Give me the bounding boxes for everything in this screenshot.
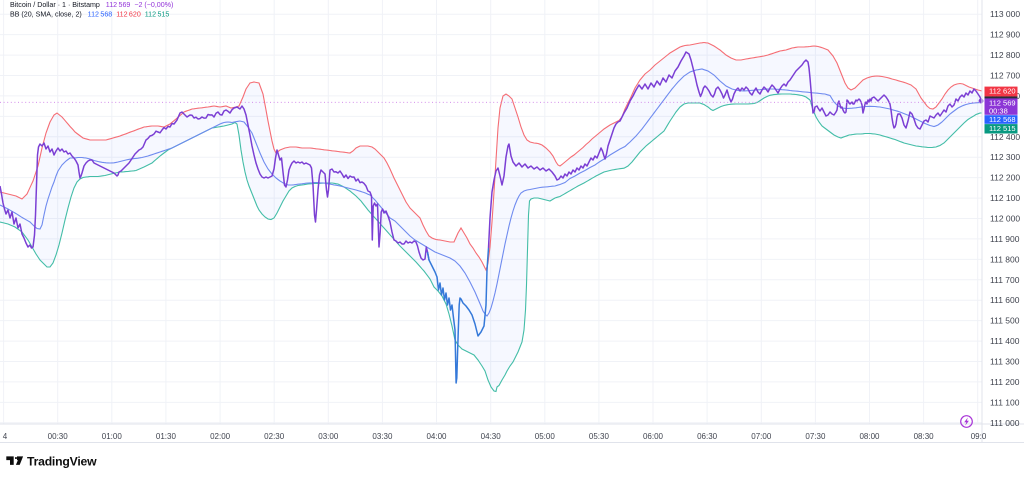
- svg-text:06:30: 06:30: [697, 432, 718, 441]
- svg-text:111 200: 111 200: [990, 377, 1020, 387]
- svg-text:03:30: 03:30: [372, 432, 393, 441]
- svg-text:02:00: 02:00: [210, 432, 231, 441]
- svg-text:111 700: 111 700: [990, 275, 1020, 285]
- svg-text:111 400: 111 400: [990, 336, 1020, 346]
- svg-text:111 600: 111 600: [990, 295, 1020, 305]
- svg-text:09:0: 09:0: [971, 432, 987, 441]
- svg-text:112 620: 112 620: [989, 87, 1016, 96]
- svg-text:03:00: 03:00: [318, 432, 339, 441]
- svg-text:04:30: 04:30: [481, 432, 502, 441]
- svg-text:05:00: 05:00: [535, 432, 556, 441]
- svg-text:112 515: 112 515: [989, 124, 1016, 133]
- svg-text:BB (20, SMA, close, 2) 112 5: BB (20, SMA, close, 2) 112 568 112 620 1…: [10, 11, 169, 19]
- svg-text:07:30: 07:30: [805, 432, 826, 441]
- svg-text:111 500: 111 500: [990, 316, 1020, 326]
- svg-text:112 000: 112 000: [990, 214, 1020, 224]
- svg-text:112 700: 112 700: [990, 71, 1020, 81]
- svg-text:111 900: 111 900: [990, 234, 1020, 244]
- svg-text:111 000: 111 000: [990, 418, 1020, 428]
- svg-text:01:00: 01:00: [102, 432, 123, 441]
- svg-text:07:00: 07:00: [751, 432, 772, 441]
- svg-text:112 569: 112 569: [989, 98, 1016, 107]
- svg-text:112 568: 112 568: [989, 115, 1016, 124]
- svg-text:112 100: 112 100: [990, 193, 1020, 203]
- svg-text:111 100: 111 100: [990, 397, 1020, 407]
- svg-text:4: 4: [3, 432, 8, 441]
- svg-text:113 000: 113 000: [990, 9, 1020, 19]
- svg-text:111 800: 111 800: [990, 254, 1020, 264]
- svg-text:Bitcoin / Dollar · 1 · Bitstam: Bitcoin / Dollar · 1 · Bitstamp 112 569 …: [10, 1, 173, 9]
- svg-text:02:30: 02:30: [264, 432, 285, 441]
- svg-text:111 300: 111 300: [990, 357, 1020, 367]
- svg-text:112 400: 112 400: [990, 132, 1020, 142]
- svg-text:00:38: 00:38: [989, 106, 1008, 115]
- svg-text:112 200: 112 200: [990, 173, 1020, 183]
- svg-text:08:30: 08:30: [914, 432, 935, 441]
- svg-text:08:00: 08:00: [859, 432, 880, 441]
- svg-text:TradingView: TradingView: [27, 455, 97, 469]
- svg-text:01:30: 01:30: [156, 432, 177, 441]
- svg-text:06:00: 06:00: [643, 432, 664, 441]
- svg-text:112 800: 112 800: [990, 50, 1020, 60]
- svg-text:04:00: 04:00: [426, 432, 447, 441]
- svg-text:00:30: 00:30: [48, 432, 69, 441]
- svg-text:112 300: 112 300: [990, 152, 1020, 162]
- svg-text:05:30: 05:30: [589, 432, 610, 441]
- svg-text:112 900: 112 900: [990, 30, 1020, 40]
